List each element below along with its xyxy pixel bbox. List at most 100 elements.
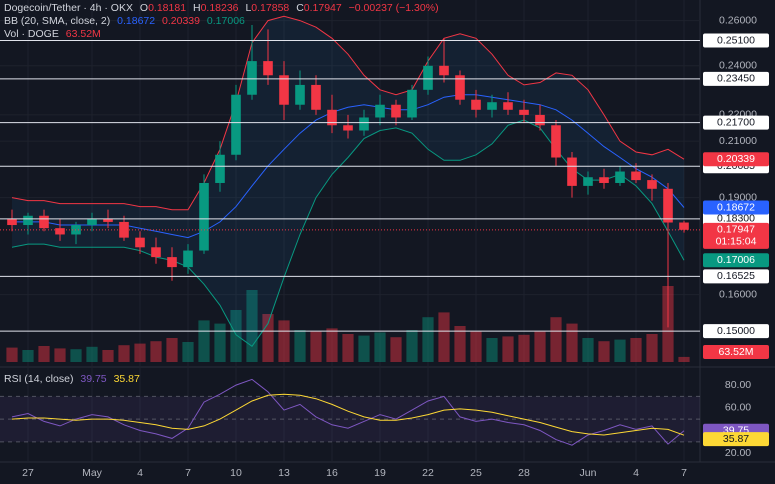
bb-header: BB (20, SMA, close, 2) 0.18672 0.20339 0… xyxy=(4,15,249,28)
y-tick-label: 0.19000 xyxy=(719,191,757,203)
candle-body xyxy=(199,182,209,251)
bb-basis-label: 0.18672 xyxy=(717,201,755,213)
last-price-label: 0.17947 xyxy=(717,224,755,236)
rsi-ma-label: 35.87 xyxy=(723,433,749,445)
volume-bar xyxy=(566,323,578,362)
rsi-value: 39.75 xyxy=(80,373,107,385)
candle-body xyxy=(135,237,145,248)
candle-body xyxy=(231,94,241,155)
volume-bar xyxy=(22,350,34,362)
bb-title: BB (20, SMA, close, 2) xyxy=(4,15,111,27)
y-tick-label: 0.21000 xyxy=(719,135,757,147)
quote-value: 0.18236 xyxy=(200,2,239,14)
candle-body xyxy=(679,222,689,230)
volume-bar xyxy=(502,336,514,362)
candle-body xyxy=(311,84,321,110)
volume-bar xyxy=(278,320,290,362)
x-tick-label: 7 xyxy=(681,467,687,479)
level-tag xyxy=(703,269,769,284)
candle-body xyxy=(455,75,465,100)
bb-upper-line xyxy=(11,15,685,211)
x-tick-label: 4 xyxy=(137,467,143,479)
volume-bar xyxy=(406,330,418,362)
volume-bar xyxy=(342,334,354,362)
candle-body xyxy=(551,125,561,158)
level-label: 0.23450 xyxy=(717,73,755,85)
candle-body xyxy=(359,117,369,131)
quote-value: 0.18181 xyxy=(148,2,187,14)
y-tick-label: 0.24000 xyxy=(719,60,757,72)
rsi-band xyxy=(0,396,700,442)
candle-body xyxy=(327,109,337,126)
candle-body xyxy=(279,75,289,105)
candle-body xyxy=(391,104,401,118)
bb-upper-label: 0.20339 xyxy=(717,153,755,165)
volume-bar xyxy=(534,331,546,362)
x-tick-label: 13 xyxy=(278,467,290,479)
candle-body xyxy=(615,171,625,183)
volume-bar xyxy=(86,346,98,362)
volume-bar xyxy=(310,331,322,362)
volume-bar xyxy=(486,338,498,362)
volume-bar xyxy=(646,334,658,362)
x-tick-label: 27 xyxy=(22,467,34,479)
candle-body xyxy=(87,218,97,226)
candle-body xyxy=(583,177,593,186)
volume-bar xyxy=(326,328,338,362)
rsi-title: RSI (14, close) xyxy=(4,373,74,385)
price-change: −0.00237 (−1.30%) xyxy=(348,2,439,14)
candle-body xyxy=(471,99,481,110)
y-tick-label: 0.16000 xyxy=(719,288,757,300)
bb-fill xyxy=(12,16,684,347)
candle-body xyxy=(55,228,65,235)
x-tick-label: 22 xyxy=(422,467,434,479)
volume-bar xyxy=(598,341,610,362)
level-label: 0.25100 xyxy=(717,34,755,46)
volume-bar xyxy=(262,314,274,362)
volume-bar xyxy=(54,348,66,362)
candle-body xyxy=(295,84,305,105)
rsi-line xyxy=(11,378,685,446)
level-tag xyxy=(703,33,769,48)
volume-bar xyxy=(38,346,50,362)
symbol-title: Dogecoin/Tether · 4h · OKX xyxy=(4,2,133,14)
volume-bar xyxy=(6,347,18,362)
quote-label: O xyxy=(139,2,149,14)
candle-body xyxy=(599,177,609,183)
candle-body xyxy=(407,89,417,118)
bb-lower-label: 0.17006 xyxy=(717,254,755,266)
last-price-tag xyxy=(703,222,769,249)
level-tag xyxy=(703,71,769,86)
volume-bar xyxy=(454,326,466,362)
bb-basis-value: 0.18672 xyxy=(117,15,156,27)
candle-body xyxy=(519,109,529,115)
candle-body xyxy=(167,257,177,268)
level-label: 0.15000 xyxy=(717,325,755,337)
volume-bar xyxy=(390,337,402,362)
candle-body xyxy=(503,102,513,110)
quote-value: 0.17858 xyxy=(251,2,290,14)
volume-bar xyxy=(198,320,210,362)
candle-body xyxy=(535,114,545,126)
bb-lower-tag xyxy=(703,253,769,268)
rsi-tick-label: 60.00 xyxy=(725,402,751,414)
x-tick-label: Jun xyxy=(580,467,597,479)
x-tick-label: 16 xyxy=(326,467,338,479)
volume-title: Vol · DOGE xyxy=(4,28,59,40)
volume-bar xyxy=(70,349,82,362)
volume-bar xyxy=(246,290,258,362)
candle-body xyxy=(439,65,449,76)
volume-bar xyxy=(678,356,690,362)
candle-body xyxy=(151,247,161,258)
volume-value: 63.52M xyxy=(65,28,101,40)
x-tick-label: 28 xyxy=(518,467,530,479)
volume-bar xyxy=(470,331,482,362)
level-tag xyxy=(703,324,769,339)
volume-bar xyxy=(582,338,594,362)
y-tick-label: 0.26000 xyxy=(719,14,757,26)
x-tick-label: May xyxy=(82,467,103,479)
x-tick-label: 10 xyxy=(230,467,242,479)
symbol-header: Dogecoin/Tether · 4h · OKX O0.18181 H0.1… xyxy=(4,2,443,15)
candle-body xyxy=(567,157,577,186)
